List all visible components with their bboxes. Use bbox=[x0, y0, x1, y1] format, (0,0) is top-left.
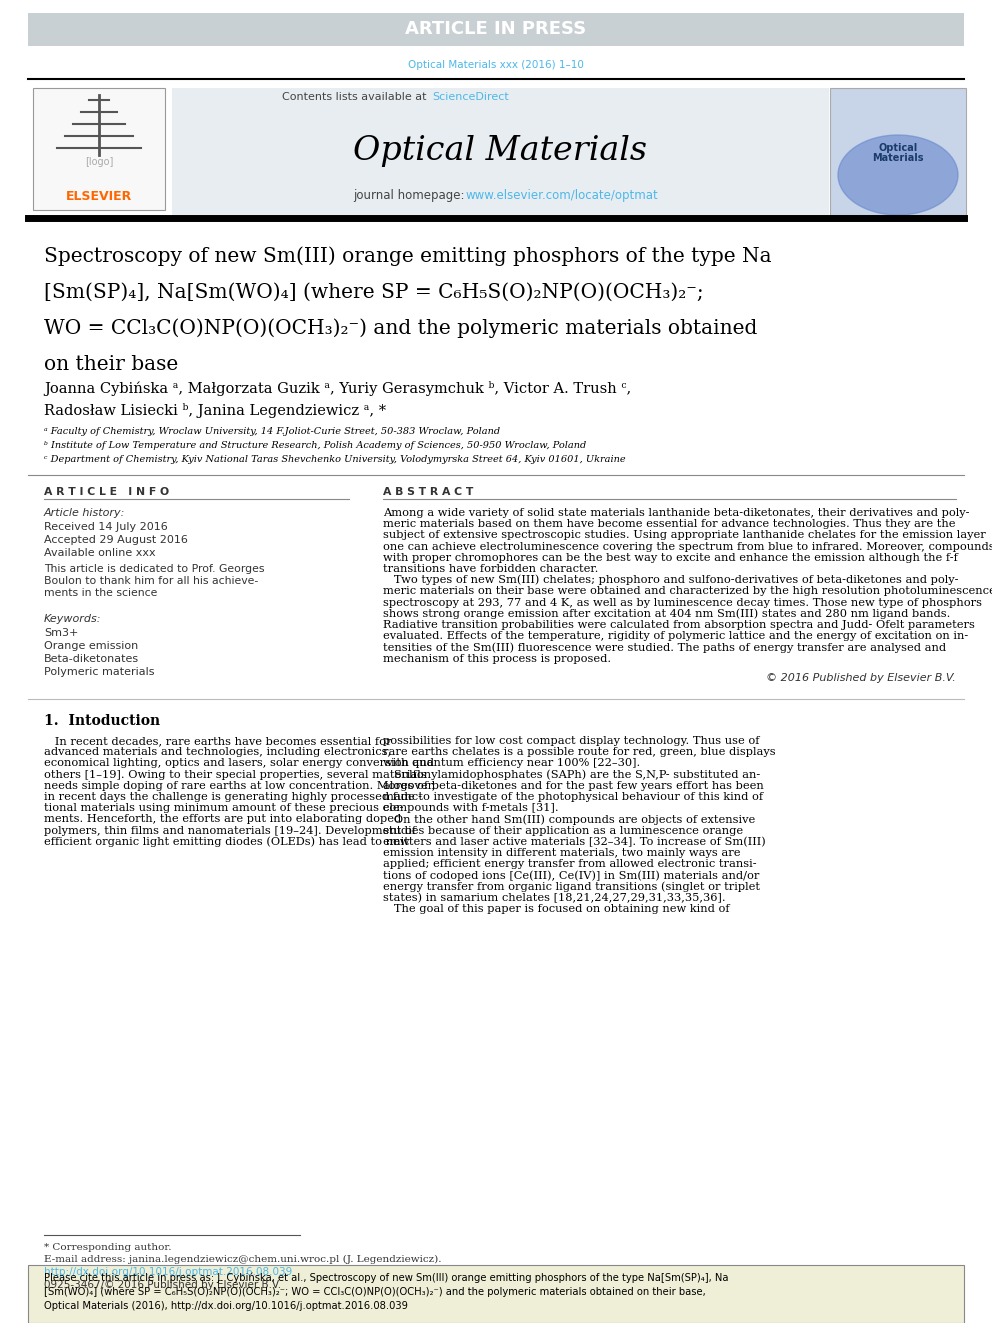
Text: A R T I C L E   I N F O: A R T I C L E I N F O bbox=[44, 487, 169, 497]
Text: ᵃ Faculty of Chemistry, Wroclaw University, 14 F.Joliot-Curie Street, 50-383 Wro: ᵃ Faculty of Chemistry, Wroclaw Universi… bbox=[44, 427, 500, 437]
Text: Optical Materials: Optical Materials bbox=[353, 135, 647, 167]
Text: needs simple doping of rare earths at low concentration. Moreover,: needs simple doping of rare earths at lo… bbox=[44, 781, 435, 791]
Text: economical lighting, optics and lasers, solar energy conversion and: economical lighting, optics and lasers, … bbox=[44, 758, 434, 769]
Text: Optical Materials xxx (2016) 1–10: Optical Materials xxx (2016) 1–10 bbox=[408, 60, 584, 70]
Text: Polymeric materials: Polymeric materials bbox=[44, 667, 155, 677]
Text: ments in the science: ments in the science bbox=[44, 587, 158, 598]
Text: The goal of this paper is focused on obtaining new kind of: The goal of this paper is focused on obt… bbox=[383, 904, 730, 914]
Text: Available online xxx: Available online xxx bbox=[44, 548, 156, 558]
Text: Received 14 July 2016: Received 14 July 2016 bbox=[44, 523, 168, 532]
Text: [Sm(WO)₄] (where SP = C₆H₅S(O)₂NP(O)(OCH₃)₂⁻; WO = CCl₃C(O)NP(O)(OCH₃)₂⁻) and th: [Sm(WO)₄] (where SP = C₆H₅S(O)₂NP(O)(OCH… bbox=[44, 1287, 705, 1297]
Text: ments. Henceforth, the efforts are put into elaborating doped: ments. Henceforth, the efforts are put i… bbox=[44, 815, 401, 824]
Text: on their base: on their base bbox=[44, 355, 179, 373]
Text: ᶜ Department of Chemistry, Kyiv National Taras Shevchenko University, Volodymyrs: ᶜ Department of Chemistry, Kyiv National… bbox=[44, 455, 626, 464]
Text: A B S T R A C T: A B S T R A C T bbox=[383, 487, 473, 497]
Text: http://dx.doi.org/10.1016/j.optmat.2016.08.039: http://dx.doi.org/10.1016/j.optmat.2016.… bbox=[44, 1267, 293, 1277]
Text: possibilities for low cost compact display technology. Thus use of: possibilities for low cost compact displ… bbox=[383, 736, 760, 746]
Text: * Corresponding author.: * Corresponding author. bbox=[44, 1242, 172, 1252]
Text: states) in samarium chelates [18,21,24,27,29,31,33,35,36].: states) in samarium chelates [18,21,24,2… bbox=[383, 893, 725, 904]
Text: Among a wide variety of solid state materials lanthanide beta-diketonates, their: Among a wide variety of solid state mate… bbox=[383, 508, 969, 519]
Text: applied; efficient energy transfer from allowed electronic transi-: applied; efficient energy transfer from … bbox=[383, 859, 757, 869]
Text: Article history:: Article history: bbox=[44, 508, 125, 519]
Text: alogs of beta-diketones and for the past few years effort has been: alogs of beta-diketones and for the past… bbox=[383, 781, 764, 791]
Text: Orange emission: Orange emission bbox=[44, 642, 138, 651]
Text: journal homepage:: journal homepage: bbox=[353, 189, 468, 202]
Text: made to investigate of the photophysical behaviour of this kind of: made to investigate of the photophysical… bbox=[383, 792, 763, 802]
Bar bbox=[28, 1265, 964, 1323]
Text: On the other hand Sm(III) compounds are objects of extensive: On the other hand Sm(III) compounds are … bbox=[383, 814, 755, 824]
Text: meric materials on their base were obtained and characterized by the high resolu: meric materials on their base were obtai… bbox=[383, 586, 992, 597]
Text: tensities of the Sm(III) fluorescence were studied. The paths of energy transfer: tensities of the Sm(III) fluorescence we… bbox=[383, 642, 946, 652]
Text: Boulon to thank him for all his achieve-: Boulon to thank him for all his achieve- bbox=[44, 576, 258, 586]
Text: ᵇ Institute of Low Temperature and Structure Research, Polish Academy of Science: ᵇ Institute of Low Temperature and Struc… bbox=[44, 442, 586, 451]
Text: transitions have forbidden character.: transitions have forbidden character. bbox=[383, 564, 598, 574]
Text: compounds with f-metals [31].: compounds with f-metals [31]. bbox=[383, 803, 558, 814]
Text: Beta-diketonates: Beta-diketonates bbox=[44, 654, 139, 664]
Text: studies because of their application as a luminescence orange: studies because of their application as … bbox=[383, 826, 743, 836]
Text: www.elsevier.com/locate/optmat: www.elsevier.com/locate/optmat bbox=[465, 189, 658, 202]
Text: in recent days the challenge is generating highly processed func-: in recent days the challenge is generati… bbox=[44, 792, 422, 802]
Text: energy transfer from organic ligand transitions (singlet or triplet: energy transfer from organic ligand tran… bbox=[383, 881, 760, 892]
Text: Accepted 29 August 2016: Accepted 29 August 2016 bbox=[44, 534, 187, 545]
Text: tions of codoped ions [Ce(III), Ce(IV)] in Sm(III) materials and/or: tions of codoped ions [Ce(III), Ce(IV)] … bbox=[383, 871, 759, 881]
Text: polymers, thin films and nanomaterials [19–24]. Development of: polymers, thin films and nanomaterials [… bbox=[44, 826, 416, 836]
Text: subject of extensive spectroscopic studies. Using appropriate lanthanide chelate: subject of extensive spectroscopic studi… bbox=[383, 531, 986, 540]
Text: emission intensity in different materials, two mainly ways are: emission intensity in different material… bbox=[383, 848, 740, 859]
Text: Contents lists available at: Contents lists available at bbox=[282, 93, 430, 102]
Text: 1.  Intoduction: 1. Intoduction bbox=[44, 714, 160, 728]
Bar bbox=[28, 13, 964, 46]
Text: with quantum efficiency near 100% [22–30].: with quantum efficiency near 100% [22–30… bbox=[383, 758, 640, 769]
Text: emitters and laser active materials [32–34]. To increase of Sm(III): emitters and laser active materials [32–… bbox=[383, 836, 766, 847]
Text: In recent decades, rare earths have becomes essential for: In recent decades, rare earths have beco… bbox=[44, 736, 392, 746]
Text: shows strong orange emission after excitation at 404 nm Sm(III) states and 280 n: shows strong orange emission after excit… bbox=[383, 609, 950, 619]
Bar bbox=[33, 89, 165, 210]
Text: [Sm(SP)₄], Na[Sm(WO)₄] (where SP = C₆H₅S(O)₂NP(O)(OCH₃)₂⁻;: [Sm(SP)₄], Na[Sm(WO)₄] (where SP = C₆H₅S… bbox=[44, 283, 703, 302]
Ellipse shape bbox=[838, 135, 958, 216]
Text: mechanism of this process is proposed.: mechanism of this process is proposed. bbox=[383, 654, 611, 664]
Text: with proper chromophores can be the best way to excite and enhance the emission : with proper chromophores can be the best… bbox=[383, 553, 958, 562]
Text: Radosław Lisiecki ᵇ, Janina Legendziewicz ᵃ, *: Radosław Lisiecki ᵇ, Janina Legendziewic… bbox=[44, 402, 386, 418]
Text: ARTICLE IN PRESS: ARTICLE IN PRESS bbox=[406, 20, 586, 38]
Text: Sm3+: Sm3+ bbox=[44, 628, 78, 638]
Text: rare earths chelates is a possible route for red, green, blue displays: rare earths chelates is a possible route… bbox=[383, 747, 776, 757]
Text: Optical Materials (2016), http://dx.doi.org/10.1016/j.optmat.2016.08.039: Optical Materials (2016), http://dx.doi.… bbox=[44, 1301, 408, 1311]
Text: [logo]: [logo] bbox=[84, 157, 113, 167]
Text: E-mail address: janina.legendziewicz@chem.uni.wroc.pl (J. Legendziewicz).: E-mail address: janina.legendziewicz@che… bbox=[44, 1254, 441, 1263]
Text: Radiative transition probabilities were calculated from absorption spectra and J: Radiative transition probabilities were … bbox=[383, 620, 975, 630]
Text: Materials: Materials bbox=[872, 153, 924, 163]
Text: Please cite this article in press as: J. Cybińska, et al., Spectroscopy of new S: Please cite this article in press as: J.… bbox=[44, 1273, 728, 1283]
Text: © 2016 Published by Elsevier B.V.: © 2016 Published by Elsevier B.V. bbox=[766, 673, 956, 683]
Text: meric materials based on them have become essential for advance technologies. Th: meric materials based on them have becom… bbox=[383, 519, 955, 529]
Text: tional materials using minimum amount of these precious ele-: tional materials using minimum amount of… bbox=[44, 803, 404, 814]
Text: ELSEVIER: ELSEVIER bbox=[65, 191, 132, 204]
Text: ScienceDirect: ScienceDirect bbox=[432, 93, 509, 102]
Text: one can achieve electroluminescence covering the spectrum from blue to infrared.: one can achieve electroluminescence cove… bbox=[383, 541, 992, 552]
Text: Joanna Cybińska ᵃ, Małgorzata Guzik ᵃ, Yuriy Gerasymchuk ᵇ, Victor A. Trush ᶜ,: Joanna Cybińska ᵃ, Małgorzata Guzik ᵃ, Y… bbox=[44, 381, 631, 396]
Text: efficient organic light emitting diodes (OLEDs) has lead to new: efficient organic light emitting diodes … bbox=[44, 836, 410, 847]
Text: WO = CCl₃C(O)NP(O)(OCH₃)₂⁻) and the polymeric materials obtained: WO = CCl₃C(O)NP(O)(OCH₃)₂⁻) and the poly… bbox=[44, 318, 757, 337]
Text: evaluated. Effects of the temperature, rigidity of polymeric lattice and the ene: evaluated. Effects of the temperature, r… bbox=[383, 631, 968, 642]
Text: others [1–19]. Owing to their special properties, several materials: others [1–19]. Owing to their special pr… bbox=[44, 770, 427, 779]
Text: spectroscopy at 293, 77 and 4 K, as well as by luminescence decay times. Those n: spectroscopy at 293, 77 and 4 K, as well… bbox=[383, 598, 982, 607]
Text: Spectroscopy of new Sm(III) orange emitting phosphors of the type Na: Spectroscopy of new Sm(III) orange emitt… bbox=[44, 246, 772, 266]
Text: This article is dedicated to Prof. Georges: This article is dedicated to Prof. Georg… bbox=[44, 564, 265, 574]
Text: 0925-3467/© 2016 Published by Elsevier B.V.: 0925-3467/© 2016 Published by Elsevier B… bbox=[44, 1279, 281, 1290]
Text: advanced materials and technologies, including electronics,: advanced materials and technologies, inc… bbox=[44, 747, 391, 757]
Bar bbox=[172, 89, 829, 216]
Text: Sulfonylamidophosphates (SAPh) are the S,N,P- substituted an-: Sulfonylamidophosphates (SAPh) are the S… bbox=[383, 769, 760, 779]
Text: Keywords:: Keywords: bbox=[44, 614, 101, 624]
Bar bbox=[830, 89, 966, 216]
Text: Two types of new Sm(III) chelates; phosphoro and sulfono-derivatives of beta-dik: Two types of new Sm(III) chelates; phosp… bbox=[383, 576, 958, 586]
Text: Optical: Optical bbox=[878, 143, 918, 153]
